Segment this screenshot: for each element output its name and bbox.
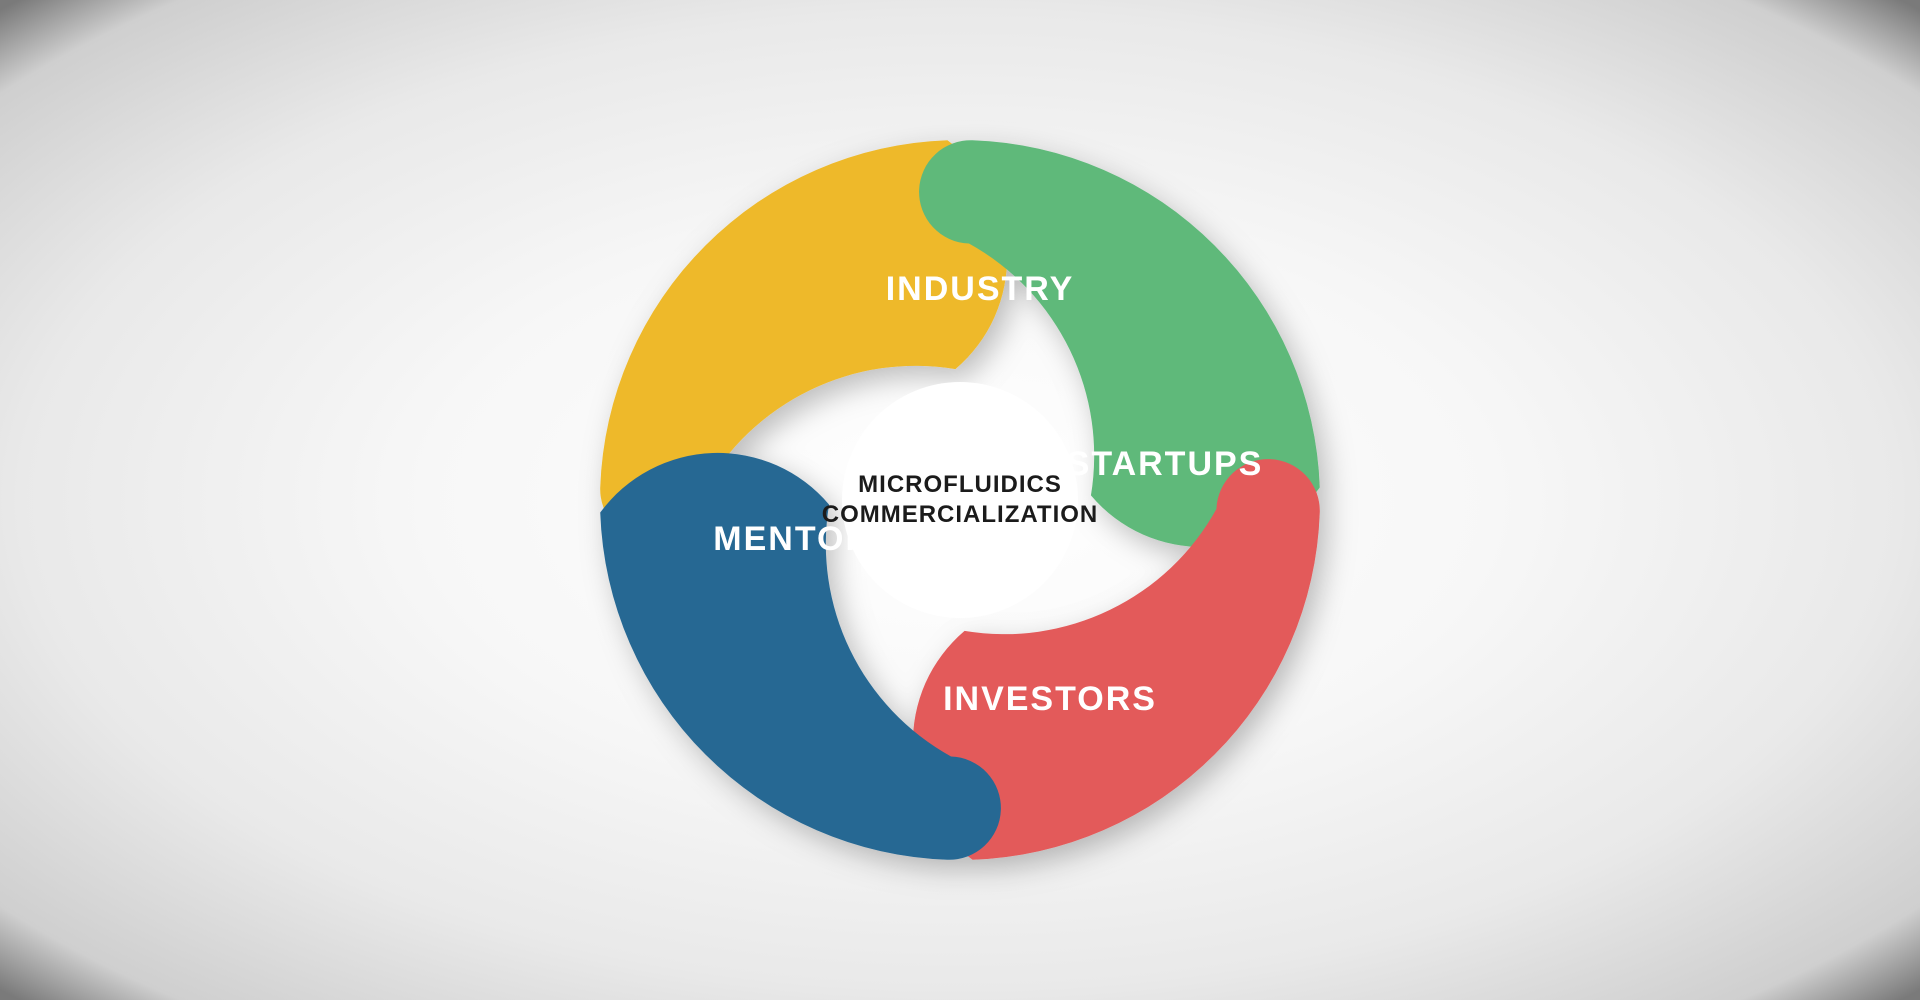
center-title-line1: MICROFLUIDICS [858,471,1062,498]
segment-label-startups: STARTUPS [1067,445,1264,483]
cycle-svg: MICROFLUIDICS COMMERCIALIZATION INDUSTRY… [550,90,1370,910]
segment-label-industry: INDUSTRY [886,270,1075,308]
cycle-diagram: MICROFLUIDICS COMMERCIALIZATION INDUSTRY… [550,90,1370,910]
center-circle [842,382,1078,618]
segment-label-investors: INVESTORS [943,680,1157,718]
segment-label-mentors: MENTORS [713,520,896,558]
